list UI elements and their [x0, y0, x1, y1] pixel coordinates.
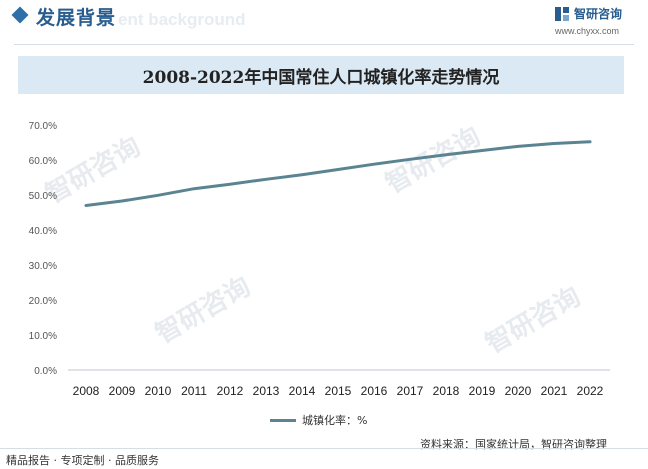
data-point: [300, 173, 304, 176]
data-point: [552, 142, 556, 145]
data-point: [444, 153, 448, 156]
line-chart: 0.0% 10.0% 20.0% 30.0% 40.0% 50.0% 60.0% 70.0% 2…: [29, 121, 610, 398]
data-point: [192, 187, 196, 190]
y-tick-label: 60.0%: [29, 156, 57, 167]
x-tick-label: 2017: [397, 384, 424, 398]
x-tick-label: 2015: [325, 384, 352, 398]
brand-url: www.chyxx.com: [555, 26, 620, 36]
x-tick-label: 2018: [433, 384, 460, 398]
x-tick-label: 2021: [541, 384, 568, 398]
section-title: 发展背景: [36, 7, 117, 29]
data-point: [372, 163, 376, 166]
top-bar: 发展背景 ent background 智研咨询 www.chyxx.com: [0, 0, 648, 36]
data-point: [156, 194, 160, 197]
header-divider: [14, 44, 634, 45]
y-tick-label: 20.0%: [29, 296, 57, 307]
y-tick-label: 50.0%: [29, 191, 57, 202]
x-tick-label: 2009: [109, 384, 136, 398]
footer-tagline: 精品报告 · 专项定制 · 品质服务: [6, 454, 159, 467]
x-tick-label: 2011: [181, 384, 207, 398]
x-tick-label: 2019: [469, 384, 496, 398]
data-point: [228, 182, 232, 186]
section-title-en: ent background: [118, 10, 246, 29]
data-point: [84, 204, 88, 207]
data-point: [120, 199, 124, 203]
x-tick-label: 2014: [289, 384, 316, 398]
x-tick-label: 2008: [73, 384, 100, 398]
legend: 城镇化率：%: [270, 412, 367, 428]
y-tick-label: 70.0%: [29, 121, 57, 132]
brand-name: 智研咨询: [574, 7, 623, 21]
chart-title-band: 2008-2022年中国常住人口城镇化率走势情况: [18, 56, 624, 94]
brand-logo-icon: [555, 7, 569, 21]
x-tick-label: 2013: [253, 384, 280, 398]
chart-title: 2008-2022年中国常住人口城镇化率走势情况: [142, 67, 500, 88]
x-tick-label: 2016: [361, 384, 388, 398]
y-tick-label: 10.0%: [29, 331, 57, 342]
y-tick-label: 0.0%: [34, 366, 57, 377]
y-tick-label: 40.0%: [29, 226, 57, 237]
x-tick-label: 2022: [577, 384, 604, 398]
source-note: 资料来源：国家统计局，智研咨询整理: [420, 438, 607, 451]
x-tick-label: 2010: [145, 384, 172, 398]
data-point: [480, 149, 484, 152]
legend-label: 城镇化率：%: [302, 414, 368, 427]
footer-divider: [0, 448, 648, 449]
data-point: [336, 168, 340, 171]
diamond-icon: [11, 6, 29, 24]
data-point: [264, 178, 268, 181]
legend-swatch: [270, 418, 296, 422]
y-tick-label: 30.0%: [29, 261, 57, 272]
x-tick-label: 2020: [505, 384, 532, 398]
data-point: [516, 145, 520, 148]
data-point: [408, 158, 412, 161]
data-point: [588, 140, 592, 143]
x-tick-label: 2012: [217, 384, 244, 398]
series-line: [84, 140, 592, 207]
